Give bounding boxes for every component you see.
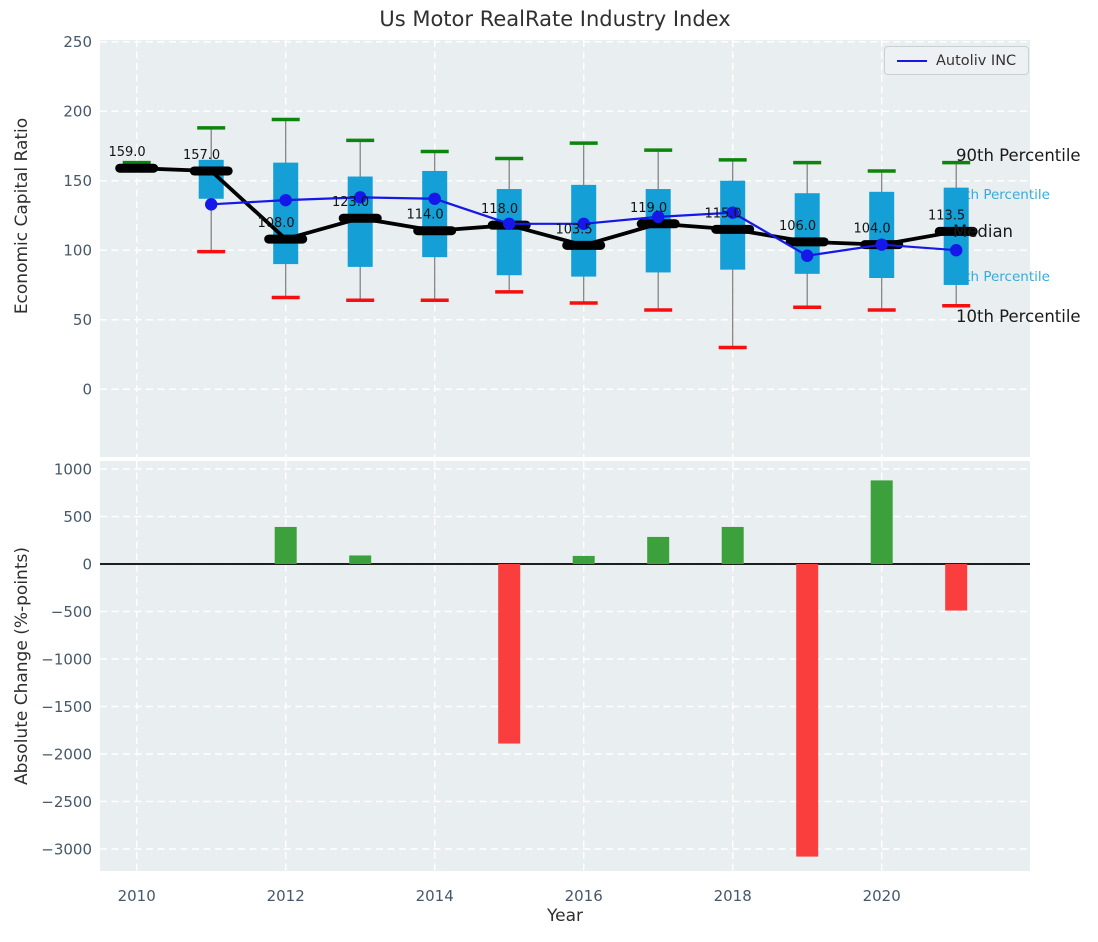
median-value-label-2014: 114.0 <box>406 208 443 223</box>
xtick-2014: 2014 <box>416 887 454 905</box>
median-value-label-2021: 113.5 <box>928 208 965 223</box>
bottom-ytick--3000: −3000 <box>41 841 92 859</box>
change-bar-2015 <box>498 564 521 744</box>
median-value-label-2016: 103.5 <box>555 222 592 237</box>
legend-line-swatch <box>897 59 927 62</box>
top-ytick-0: 0 <box>82 381 92 399</box>
company-point-2016 <box>577 217 590 230</box>
top-ytick-100: 100 <box>63 242 92 260</box>
company-point-2019 <box>801 249 814 262</box>
percentile-box-2014 <box>422 170 448 258</box>
change-bar-2019 <box>796 564 819 857</box>
top-ytick-50: 50 <box>73 311 92 329</box>
bottom-ytick--500: −500 <box>51 603 92 621</box>
median-value-label-2013: 123.0 <box>332 195 369 210</box>
percentile-box-2017 <box>645 189 671 273</box>
change-bar-2017 <box>647 536 670 564</box>
change-bar-2012 <box>274 526 297 564</box>
top-ytick-250: 250 <box>63 33 92 51</box>
xtick-2020: 2020 <box>863 887 901 905</box>
median-value-label-2018: 115.0 <box>704 206 741 221</box>
company-point-2017 <box>652 210 665 224</box>
xtick-2018: 2018 <box>714 887 752 905</box>
percentile-box-2015 <box>496 189 522 276</box>
median-value-label-2017: 119.0 <box>630 201 667 216</box>
annotation-p10: 10th Percentile <box>956 307 1081 326</box>
median-value-label-2010: 159.0 <box>108 145 145 160</box>
percentile-box-2012 <box>273 162 299 265</box>
company-point-2020 <box>875 238 888 251</box>
xtick-2010: 2010 <box>118 887 156 905</box>
bottom-ytick-0: 0 <box>82 556 92 574</box>
median-value-label-2011: 157.0 <box>183 148 220 163</box>
median-value-label-2012: 108.0 <box>257 216 294 231</box>
bottom-ytick-1000: 1000 <box>54 461 92 479</box>
chart-title: Us Motor RealRate Industry Index <box>379 7 731 31</box>
bottom-ytick-500: 500 <box>63 508 92 526</box>
top-ytick-200: 200 <box>63 103 92 121</box>
bottom-ytick--2000: −2000 <box>41 746 92 764</box>
top-ytick-150: 150 <box>63 172 92 190</box>
company-point-2011 <box>205 198 218 211</box>
percentile-box-2020 <box>869 191 895 278</box>
change-bar-2018 <box>721 526 744 564</box>
top-y-axis-label: Economic Capital Ratio <box>12 117 32 315</box>
company-point-2015 <box>503 217 516 230</box>
change-bar-2021 <box>945 564 968 611</box>
annotation-p25: 25th Percentile <box>948 269 1050 285</box>
bottom-y-axis-label: Absolute Change (%-points) <box>12 547 32 785</box>
company-point-2021 <box>950 244 963 257</box>
annotation-p75: 75th Percentile <box>948 187 1050 203</box>
median-value-label-2020: 104.0 <box>853 222 890 237</box>
company-point-2018 <box>726 206 739 219</box>
percentile-box-2021 <box>943 187 969 285</box>
annotation-p90: 90th Percentile <box>956 146 1081 165</box>
legend-label: Autoliv INC <box>936 52 1017 69</box>
annotation-median: Median <box>953 222 1013 241</box>
legend: Autoliv INC <box>884 46 1030 75</box>
change-bar-2013 <box>349 555 372 564</box>
median-value-label-2015: 118.0 <box>481 202 518 217</box>
company-point-2013 <box>354 191 367 204</box>
company-point-2014 <box>428 192 441 205</box>
median-value-label-2019: 106.0 <box>779 219 816 234</box>
percentile-box-2016 <box>571 184 597 277</box>
bottom-ytick--1500: −1500 <box>41 698 92 716</box>
bottom-ytick--1000: −1000 <box>41 651 92 669</box>
xtick-2016: 2016 <box>565 887 603 905</box>
company-point-2012 <box>279 193 292 207</box>
change-bar-2020 <box>870 480 893 564</box>
change-bar-2016 <box>572 555 595 564</box>
xtick-2012: 2012 <box>267 887 305 905</box>
x-axis-label: Year <box>547 906 583 926</box>
bottom-ytick--2500: −2500 <box>41 793 92 811</box>
